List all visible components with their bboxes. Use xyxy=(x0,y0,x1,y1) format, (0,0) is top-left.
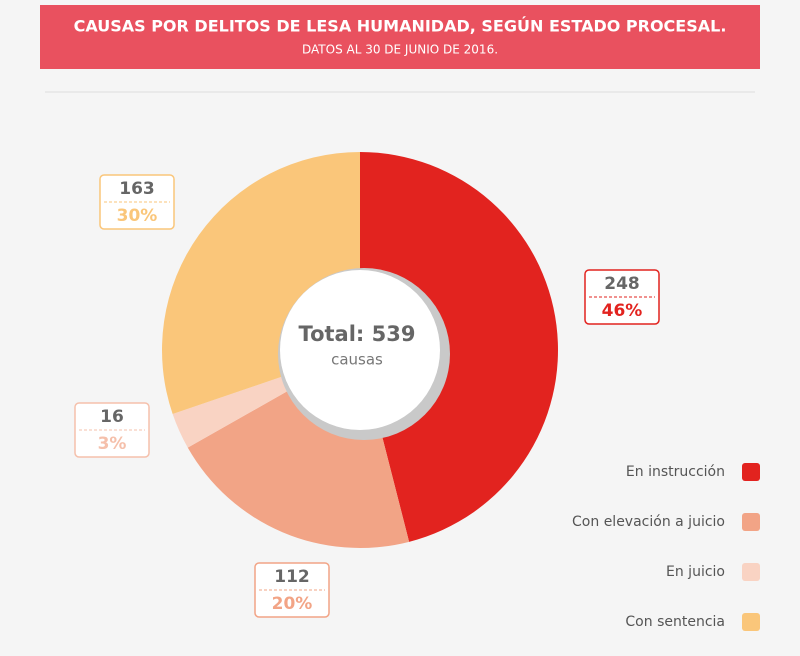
callout-percent: 46% xyxy=(602,301,643,321)
legend-label: Con elevación a juicio xyxy=(572,514,725,530)
legend-swatch xyxy=(742,613,760,631)
legend-swatch xyxy=(742,563,760,581)
legend-label: En instrucción xyxy=(626,464,725,480)
callout-percent: 3% xyxy=(98,434,127,454)
center-title: Total: 539 xyxy=(299,322,416,346)
callout-percent: 20% xyxy=(272,594,313,614)
callout-value: 248 xyxy=(604,274,640,294)
legend-label: Con sentencia xyxy=(625,614,725,630)
donut-slice xyxy=(162,152,360,415)
callout-value: 163 xyxy=(119,179,155,199)
chart-title: CAUSAS POR DELITOS DE LESA HUMANIDAD, SE… xyxy=(74,17,727,36)
center-disc xyxy=(280,270,440,430)
donut-slice xyxy=(360,152,558,542)
callout-value: 112 xyxy=(274,567,310,587)
header xyxy=(40,5,760,69)
center-subtitle: causas xyxy=(331,351,383,369)
callout-percent: 30% xyxy=(117,206,158,226)
legend-swatch xyxy=(742,463,760,481)
donut-slice xyxy=(172,372,300,448)
legend-swatch xyxy=(742,513,760,531)
chart-subtitle: DATOS AL 30 DE JUNIO DE 2016. xyxy=(302,43,498,57)
legend-label: En juicio xyxy=(666,564,725,580)
callout-value: 16 xyxy=(100,407,124,427)
